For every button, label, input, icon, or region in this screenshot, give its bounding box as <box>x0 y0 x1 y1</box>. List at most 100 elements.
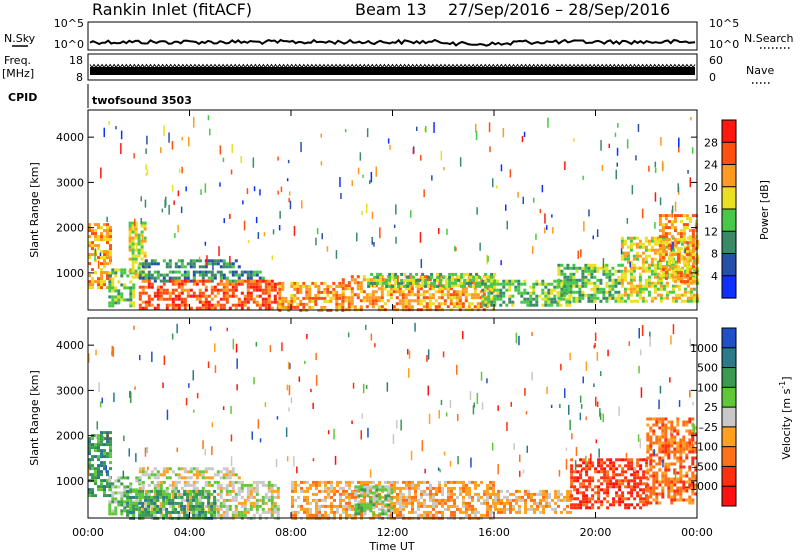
power-echo-cell <box>496 297 500 301</box>
power-echo-cell <box>623 290 627 294</box>
velocity-echo-cell <box>438 498 441 502</box>
velocity-echo-cell <box>336 510 339 514</box>
power-echo-cell <box>371 296 375 300</box>
velocity-echo-cell <box>372 512 376 516</box>
velocity-echo-cell <box>159 486 163 490</box>
velocity-echo-cell <box>573 476 577 480</box>
velocity-echo-cell <box>180 492 184 496</box>
power-echo-cell <box>661 235 665 239</box>
velocity-echo-cell <box>667 492 671 496</box>
cpid-value: twofsound 3503 <box>92 94 192 107</box>
velocity-echo-cell <box>249 486 253 490</box>
power-echo-cell <box>422 275 426 279</box>
power-echo-cell <box>156 291 160 295</box>
velocity-echo-cell <box>348 483 351 487</box>
power-echo-cell <box>608 290 612 294</box>
power-scatter-echo <box>223 218 225 224</box>
power-echo-cell <box>368 293 372 297</box>
velocity-echo-cell <box>339 498 342 502</box>
power-echo-cell <box>685 217 689 221</box>
velocity-echo-cell <box>489 495 492 499</box>
velocity-echo-cell <box>536 507 539 511</box>
power-echo-cell <box>419 293 423 297</box>
power-echo-cell <box>231 291 235 295</box>
power-echo-cell <box>88 253 91 257</box>
power-echo-cell <box>650 272 654 276</box>
power-echo-cell <box>320 290 324 294</box>
velocity-echo-cell <box>399 501 402 505</box>
velocity-echo-cell <box>688 480 692 484</box>
velocity-echo-cell <box>303 498 306 502</box>
velocity-echo-cell <box>642 503 646 507</box>
velocity-echo-cell <box>414 489 417 493</box>
power-echo-cell <box>103 271 106 275</box>
power-echo-cell <box>165 306 169 310</box>
velocity-echo-cell <box>429 492 432 496</box>
velocity-echo-cell <box>327 504 330 508</box>
velocity-echo-cell <box>515 510 518 514</box>
power-echo-cell <box>685 268 689 272</box>
velocity-echo-cell <box>582 458 586 462</box>
power-echo-cell <box>575 269 579 273</box>
power-echo-cell <box>430 275 434 279</box>
power-scatter-echo <box>660 137 662 146</box>
velocity-echo-cell <box>156 486 160 490</box>
velocity-echo-cell <box>639 494 643 498</box>
velocity-echo-cell <box>390 488 394 492</box>
power-echo-cell <box>106 235 109 239</box>
power-echo-cell <box>644 278 648 282</box>
power-echo-cell <box>656 248 660 252</box>
power-echo-cell <box>180 282 184 286</box>
power-echo-cell <box>216 259 220 263</box>
velocity-echo-cell <box>570 479 574 483</box>
velocity-echo-cell <box>357 480 360 484</box>
power-scatter-echo <box>94 253 96 261</box>
velocity-echo-cell <box>609 467 613 471</box>
velocity-echo-cell <box>627 464 631 468</box>
velocity-echo-cell <box>216 483 220 487</box>
velocity-echo-cell <box>309 513 312 517</box>
velocity-echo-cell <box>468 504 471 508</box>
power-echo-cell <box>314 281 318 285</box>
power-echo-cell <box>356 287 360 291</box>
velocity-echo-cell <box>138 506 142 510</box>
power-echo-cell <box>688 256 692 260</box>
velocity-echo-cell <box>432 507 435 511</box>
power-echo-cell <box>688 241 692 245</box>
power-echo-cell <box>128 233 132 237</box>
velocity-echo-cell <box>273 510 277 514</box>
power-echo-cell <box>620 284 624 288</box>
power-scatter-echo <box>438 228 440 234</box>
velocity-echo-cell <box>132 495 136 499</box>
velocity-echo-cell <box>509 510 512 514</box>
power-echo-cell <box>131 251 135 255</box>
velocity-echo-cell <box>126 489 130 493</box>
velocity-echo-cell <box>120 476 124 480</box>
velocity-echo-cell <box>129 510 133 514</box>
power-echo-cell <box>599 266 603 270</box>
power-echo-cell <box>143 254 147 258</box>
velocity-echo-cell <box>573 488 577 492</box>
velocity-echo-cell <box>189 483 193 487</box>
power-echo-cell <box>219 279 223 283</box>
power-echo-cell <box>677 278 681 282</box>
power-echo-cell <box>165 265 169 269</box>
power-echo-cell <box>676 271 680 275</box>
power-scatter-echo <box>185 186 187 192</box>
velocity-echo-cell <box>456 504 459 508</box>
power-echo-cell <box>557 263 561 267</box>
power-echo-cell <box>496 288 500 292</box>
power-echo-cell <box>578 299 582 303</box>
power-scatter-echo <box>140 196 142 202</box>
velocity-echo-cell <box>685 471 689 475</box>
power-echo-cell <box>198 306 202 310</box>
power-echo-cell <box>689 299 693 303</box>
power-echo-cell <box>177 294 181 298</box>
power-echo-cell <box>653 287 657 291</box>
power-echo-cell <box>174 276 178 280</box>
power-echo-cell <box>111 295 115 299</box>
power-echo-cell <box>198 259 202 263</box>
velocity-echo-cell <box>132 489 136 493</box>
power-scatter-echo <box>687 170 689 174</box>
velocity-echo-cell <box>673 453 677 457</box>
